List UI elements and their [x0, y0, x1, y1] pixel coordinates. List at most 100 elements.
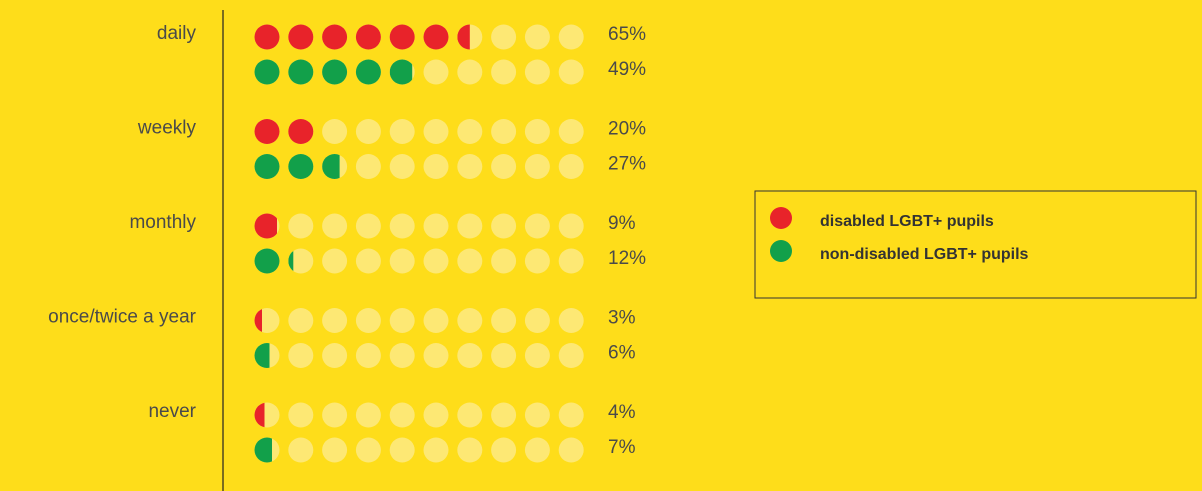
empty-dot [491, 437, 517, 463]
empty-dot [524, 59, 550, 85]
empty-dot [389, 154, 415, 179]
empty-dot [491, 154, 517, 179]
dot [254, 24, 280, 50]
empty-dot [355, 248, 381, 274]
empty-dot [355, 437, 381, 463]
empty-dot [423, 59, 449, 85]
empty-dot [322, 343, 348, 368]
empty-dot [457, 308, 483, 333]
legend-label: non-disabled LGBT+ pupils [820, 246, 1029, 263]
legend-label: disabled LGBT+ pupils [820, 213, 994, 230]
value-label: 9% [608, 213, 636, 234]
partial-dot [254, 437, 272, 463]
empty-dot [322, 402, 348, 428]
empty-dot [558, 308, 584, 333]
dot [423, 24, 449, 50]
empty-dot [491, 24, 517, 50]
partial-dot [288, 248, 294, 274]
empty-dot [457, 59, 483, 85]
empty-dot [389, 308, 415, 333]
empty-dot [457, 437, 483, 463]
empty-dot [524, 24, 550, 50]
empty-dot [355, 308, 381, 333]
empty-dot [558, 343, 584, 368]
partial-dot [322, 154, 340, 179]
empty-dot [524, 402, 550, 428]
empty-dot [491, 213, 517, 239]
empty-dot [322, 213, 348, 239]
empty-dot [389, 213, 415, 239]
dot [322, 24, 348, 50]
empty-dot [389, 437, 415, 463]
value-label: 4% [608, 402, 636, 423]
dot [288, 24, 314, 50]
dot [288, 119, 314, 144]
empty-dot [524, 437, 550, 463]
empty-dot [355, 343, 381, 368]
dot [254, 154, 280, 179]
empty-dot [457, 343, 483, 368]
dot [355, 59, 381, 85]
empty-dot [389, 402, 415, 428]
category-label: weekly [137, 118, 197, 139]
empty-dot [491, 119, 517, 144]
value-label: 7% [608, 437, 636, 458]
empty-dot [355, 154, 381, 179]
value-label: 3% [608, 308, 636, 329]
empty-dot [524, 308, 550, 333]
dot [254, 59, 280, 85]
empty-dot [355, 213, 381, 239]
empty-dot [423, 343, 449, 368]
empty-dot [423, 213, 449, 239]
empty-dot [423, 248, 449, 274]
empty-dot [423, 437, 449, 463]
empty-dot [524, 154, 550, 179]
value-label: 65% [608, 24, 646, 45]
value-label: 12% [608, 248, 646, 269]
empty-dot [389, 343, 415, 368]
empty-dot [558, 213, 584, 239]
legend-swatch [770, 207, 792, 229]
empty-dot [558, 437, 584, 463]
value-label: 6% [608, 343, 636, 364]
empty-dot [322, 248, 348, 274]
legend-box [754, 190, 1197, 299]
empty-dot [491, 308, 517, 333]
empty-dot [491, 402, 517, 428]
value-label: 49% [608, 59, 646, 80]
empty-dot [558, 59, 584, 85]
dot [254, 119, 280, 144]
partial-dot [254, 308, 262, 333]
value-label: 27% [608, 154, 646, 175]
empty-dot [524, 213, 550, 239]
empty-dot [457, 119, 483, 144]
empty-dot [355, 119, 381, 144]
dot [288, 59, 314, 85]
empty-dot [457, 402, 483, 428]
empty-dot [389, 248, 415, 274]
empty-dot [423, 402, 449, 428]
partial-dot [254, 402, 265, 428]
category-label: daily [157, 23, 197, 44]
empty-dot [322, 437, 348, 463]
dot [254, 248, 280, 274]
dot [389, 24, 415, 50]
empty-dot [491, 59, 517, 85]
dot [355, 24, 381, 50]
category-label: once/twice a year [48, 307, 197, 328]
dot [322, 59, 348, 85]
empty-dot [558, 154, 584, 179]
empty-dot [423, 154, 449, 179]
partial-dot [457, 24, 470, 50]
empty-dot [322, 308, 348, 333]
empty-dot [558, 402, 584, 428]
empty-dot [288, 343, 314, 368]
empty-dot [558, 119, 584, 144]
category-label: monthly [129, 212, 196, 233]
empty-dot [288, 248, 314, 274]
empty-dot [355, 402, 381, 428]
empty-dot [491, 343, 517, 368]
category-label: never [148, 401, 196, 422]
